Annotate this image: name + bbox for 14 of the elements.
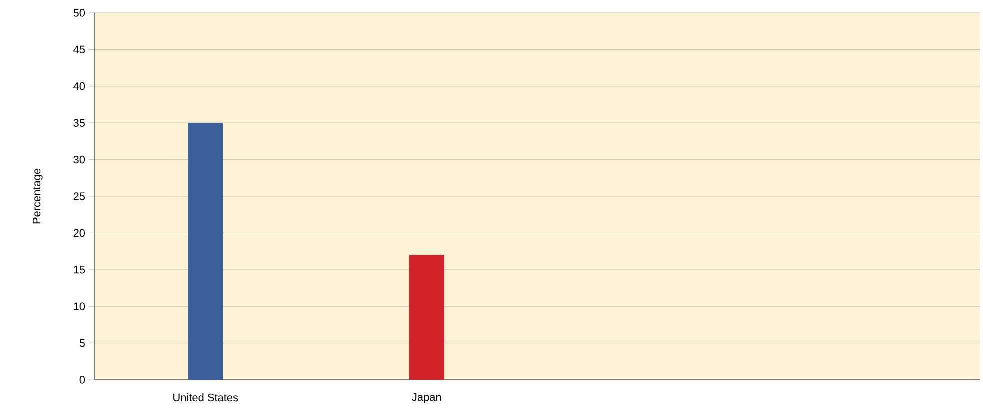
- y-axis-title: Percentage: [33, 168, 43, 224]
- y-tick-label: 35: [74, 119, 86, 127]
- y-tick-label: 50: [74, 9, 86, 17]
- y-tick-label: 40: [74, 82, 86, 90]
- x-tick-label: Japan: [412, 394, 442, 404]
- y-tick-label: 10: [74, 302, 86, 310]
- y-tick-label: 20: [74, 229, 86, 238]
- y-tick-label: 30: [74, 156, 86, 164]
- y-tick-label: 15: [74, 266, 86, 274]
- y-tick-label: 25: [74, 192, 86, 200]
- x-tick-label: United States: [174, 394, 238, 402]
- y-tick-label: 0: [80, 376, 86, 384]
- y-tick-label: 45: [74, 46, 86, 54]
- y-tick-label: 5: [80, 339, 86, 348]
